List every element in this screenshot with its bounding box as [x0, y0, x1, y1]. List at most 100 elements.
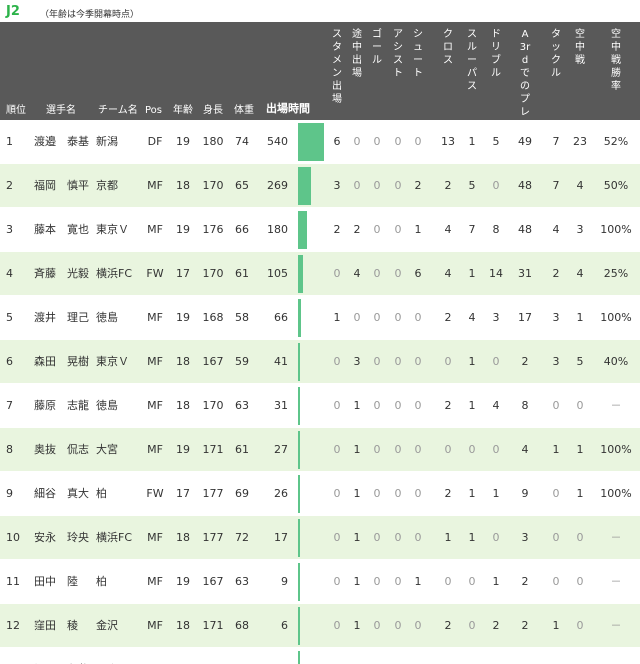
aerials-cell: 1 — [576, 487, 584, 500]
weight-cell: 63 — [235, 575, 249, 588]
header-aerial-win-rate: 空中戦勝率 — [611, 29, 621, 92]
rank-cell: 7 — [6, 399, 13, 412]
sub-apps-cell: 1 — [353, 399, 361, 412]
team-name: 徳島 — [96, 311, 118, 324]
aerial-win-rate-cell: 25% — [603, 267, 629, 280]
minutes-bar — [298, 519, 300, 557]
through-passes-cell: 1 — [468, 355, 476, 368]
through-passes-cell: 7 — [468, 223, 476, 236]
weight-cell: 74 — [235, 135, 249, 148]
tackles-cell: 2 — [552, 267, 560, 280]
height-cell: 176 — [202, 223, 224, 236]
player-name: 田中 陸 — [34, 575, 78, 588]
a3rd-plays-cell: 48 — [518, 223, 532, 236]
player-name: 渡井 理己 — [34, 311, 89, 324]
goals-cell: 0 — [373, 443, 381, 456]
header-pos: Pos — [145, 105, 163, 116]
rank-cell: 2 — [6, 179, 13, 192]
minutes-bar — [298, 651, 300, 664]
age-cell: 17 — [176, 267, 190, 280]
a3rd-plays-cell: 4 — [521, 443, 529, 456]
team-name: 柏 — [96, 575, 107, 588]
age-cell: 18 — [176, 399, 190, 412]
aerial-win-rate-cell: 50% — [603, 179, 629, 192]
minutes-cell: 540 — [267, 135, 288, 148]
starts-cell: 0 — [333, 531, 341, 544]
header-through-passes: スルーパス — [467, 29, 477, 92]
age-cell: 19 — [170, 648, 196, 664]
minutes-cell: 41 — [274, 355, 288, 368]
height-cell: 177 — [202, 531, 224, 544]
minutes-cell: 180 — [267, 223, 288, 236]
goals-cell: 0 — [373, 487, 381, 500]
rank-cell: 10 — [6, 531, 20, 544]
position-cell: MF — [147, 179, 163, 192]
weight-cell: 66 — [235, 223, 249, 236]
minutes-cell: 27 — [274, 443, 288, 456]
player-name: 安永 玲央 — [34, 531, 89, 544]
header-crosses: クロス — [443, 29, 453, 66]
header-dribbles: ドリブル — [491, 29, 501, 79]
assists-cell: 0 — [394, 311, 402, 324]
title-row: J2 （年齢は今季開幕時点） — [0, 0, 640, 22]
weight-cell: 63 — [235, 399, 249, 412]
aerial-win-rate-cell: 0% — [596, 648, 636, 664]
header-a3rd-plays: A3rdでのプレー — [519, 29, 531, 131]
position-cell: MF — [147, 575, 163, 588]
tackles-cell: 7 — [552, 179, 560, 192]
aerial-win-rate-cell: － — [610, 575, 622, 588]
age-note: （年齢は今季開幕時点） — [40, 10, 140, 20]
minutes-bar — [298, 563, 300, 601]
player-name: 細谷 真大 — [34, 487, 89, 500]
team-name: 横浜FC — [96, 531, 133, 544]
rank-cell: 3 — [6, 223, 13, 236]
through-passes-cell: 1 — [468, 267, 476, 280]
height-cell: 167 — [202, 355, 224, 368]
team-name: 岡山 — [96, 648, 142, 664]
assists-cell: 0 — [394, 179, 402, 192]
through-passes-cell: 0 — [468, 575, 476, 588]
team-name: 大宮 — [96, 443, 118, 456]
minutes-bar — [298, 431, 300, 469]
height-cell: 170 — [202, 179, 224, 192]
aerials-cell: 4 — [576, 267, 584, 280]
minutes-bar — [298, 299, 302, 337]
minutes-bar — [298, 255, 304, 293]
dribbles-cell: 1 — [492, 575, 500, 588]
position-cell: FW — [146, 487, 164, 500]
assists-cell: 0 — [394, 619, 402, 632]
header-height: 身長 — [203, 105, 223, 116]
crosses-cell: 0 — [444, 575, 452, 588]
a3rd-plays-cell: 9 — [521, 487, 529, 500]
through-passes-cell: 0 — [462, 648, 482, 664]
header-aerials: 空中戦 — [575, 29, 585, 66]
minutes-bar — [298, 167, 311, 205]
header-age: 年齢 — [173, 105, 193, 116]
a3rd-plays-cell: 8 — [521, 399, 529, 412]
sub-apps-cell: 1 — [353, 619, 361, 632]
assists-cell: 0 — [394, 355, 402, 368]
weight-cell: 58 — [235, 311, 249, 324]
aerial-win-rate-cell: 100% — [600, 311, 632, 324]
starts-cell: 0 — [333, 443, 341, 456]
aerial-win-rate-cell: 52% — [603, 135, 629, 148]
tackles-cell: 3 — [552, 355, 560, 368]
weight-cell: 72 — [230, 648, 254, 664]
tackles-cell: 0 — [552, 575, 560, 588]
rank-cell: 9 — [6, 487, 13, 500]
shots-cell: 0 — [414, 443, 422, 456]
goals-cell: 0 — [373, 267, 381, 280]
age-cell: 19 — [176, 135, 190, 148]
a3rd-plays-cell: 2 — [521, 619, 529, 632]
minutes-cell: 1 — [258, 648, 288, 664]
crosses-cell: 4 — [444, 267, 452, 280]
crosses-cell: 2 — [444, 311, 452, 324]
starts-cell: 2 — [333, 223, 341, 236]
starts-cell: 1 — [333, 311, 341, 324]
starts-cell: 0 — [333, 399, 341, 412]
age-cell: 18 — [176, 531, 190, 544]
aerial-win-rate-cell: － — [610, 619, 622, 632]
through-passes-cell: 1 — [468, 487, 476, 500]
header-team: チーム名 — [98, 105, 138, 116]
goals-cell: 0 — [373, 355, 381, 368]
